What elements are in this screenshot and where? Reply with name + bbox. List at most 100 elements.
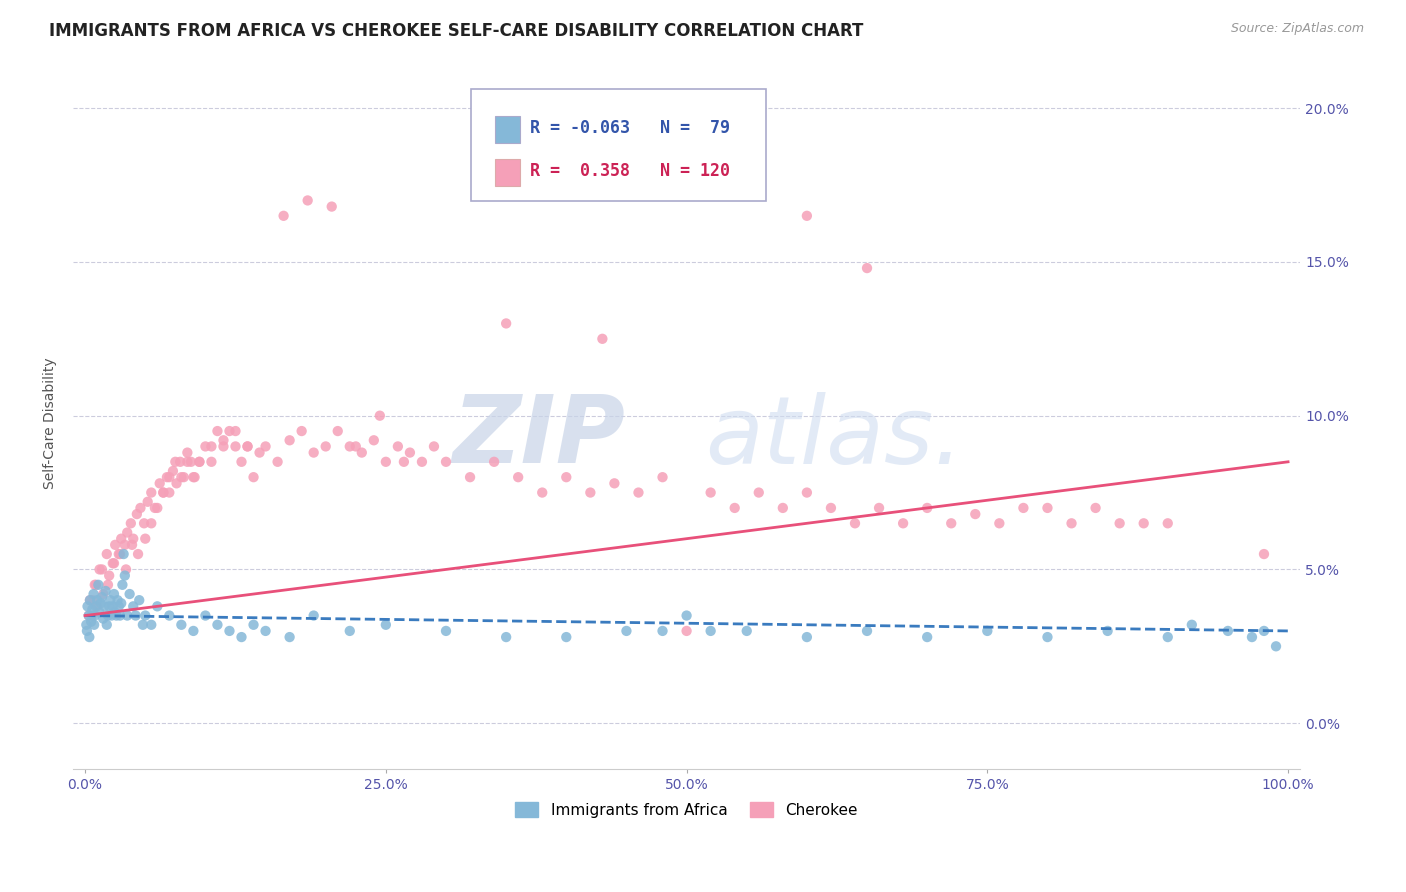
Text: atlas.: atlas. xyxy=(704,392,963,483)
Point xyxy=(91,590,114,604)
Point xyxy=(434,624,457,638)
Point xyxy=(127,547,149,561)
Point xyxy=(83,578,105,592)
Point xyxy=(97,608,120,623)
Point xyxy=(796,209,818,223)
Point xyxy=(194,608,217,623)
Point xyxy=(141,617,163,632)
Point xyxy=(80,615,103,629)
Point xyxy=(315,439,337,453)
Point xyxy=(1012,500,1035,515)
Point xyxy=(591,332,613,346)
Point xyxy=(176,455,198,469)
Point xyxy=(162,464,184,478)
Point xyxy=(387,439,409,453)
Point xyxy=(231,630,253,644)
Text: IMMIGRANTS FROM AFRICA VS CHEROKEE SELF-CARE DISABILITY CORRELATION CHART: IMMIGRANTS FROM AFRICA VS CHEROKEE SELF-… xyxy=(49,22,863,40)
Point xyxy=(97,578,120,592)
Point xyxy=(254,439,277,453)
Point xyxy=(1084,500,1107,515)
Point xyxy=(291,424,314,438)
Point xyxy=(1253,547,1275,561)
Point xyxy=(157,485,180,500)
Point xyxy=(254,624,277,638)
Point xyxy=(579,485,602,500)
Point xyxy=(302,445,325,459)
Point xyxy=(103,556,125,570)
Point xyxy=(297,194,319,208)
Point xyxy=(90,596,112,610)
Point xyxy=(121,538,143,552)
Point xyxy=(1157,630,1180,644)
Point xyxy=(110,532,132,546)
Point xyxy=(80,608,103,623)
Point xyxy=(374,455,396,469)
Point xyxy=(82,602,104,616)
Point xyxy=(79,593,101,607)
Point xyxy=(77,608,100,623)
Point xyxy=(104,606,127,620)
Point xyxy=(77,608,100,623)
Point xyxy=(108,608,131,623)
Point xyxy=(79,593,101,607)
Point xyxy=(132,617,155,632)
Point xyxy=(118,587,141,601)
Point xyxy=(988,516,1011,531)
Point xyxy=(1240,630,1263,644)
Point xyxy=(748,485,770,500)
Point xyxy=(141,485,163,500)
Point xyxy=(278,630,301,644)
Point xyxy=(976,624,998,638)
Point xyxy=(699,485,721,500)
Point xyxy=(1108,516,1130,531)
Point xyxy=(82,593,104,607)
Point xyxy=(152,485,174,500)
Point xyxy=(103,587,125,601)
Point xyxy=(231,455,253,469)
Point xyxy=(194,439,217,453)
Point xyxy=(242,617,264,632)
Point xyxy=(128,593,150,607)
Point xyxy=(156,470,179,484)
Point xyxy=(96,617,118,632)
Point xyxy=(434,455,457,469)
Point xyxy=(104,538,127,552)
Point xyxy=(458,470,481,484)
Point xyxy=(141,516,163,531)
Point xyxy=(94,584,117,599)
Point xyxy=(83,617,105,632)
Point xyxy=(1132,516,1154,531)
Point xyxy=(107,547,129,561)
Point xyxy=(146,599,169,614)
Point xyxy=(200,455,222,469)
Point xyxy=(423,439,446,453)
Point xyxy=(224,439,246,453)
Point xyxy=(796,630,818,644)
Point xyxy=(83,608,105,623)
Point xyxy=(555,630,578,644)
Point xyxy=(173,470,195,484)
Point xyxy=(188,455,211,469)
Point xyxy=(183,470,205,484)
Point xyxy=(134,608,156,623)
Point xyxy=(165,455,187,469)
Point xyxy=(89,606,111,620)
Point xyxy=(675,178,697,192)
Point xyxy=(170,470,193,484)
Point xyxy=(149,476,172,491)
Point xyxy=(169,455,191,469)
Point xyxy=(772,500,794,515)
Point xyxy=(350,445,373,459)
Point xyxy=(107,593,129,607)
Point xyxy=(157,608,180,623)
Point xyxy=(114,568,136,582)
Point xyxy=(555,470,578,484)
Point xyxy=(207,617,229,632)
Point xyxy=(166,476,188,491)
Point xyxy=(98,599,121,614)
Point xyxy=(941,516,963,531)
Point xyxy=(93,599,115,614)
Point xyxy=(508,470,530,484)
Point xyxy=(627,485,650,500)
Point xyxy=(344,439,367,453)
